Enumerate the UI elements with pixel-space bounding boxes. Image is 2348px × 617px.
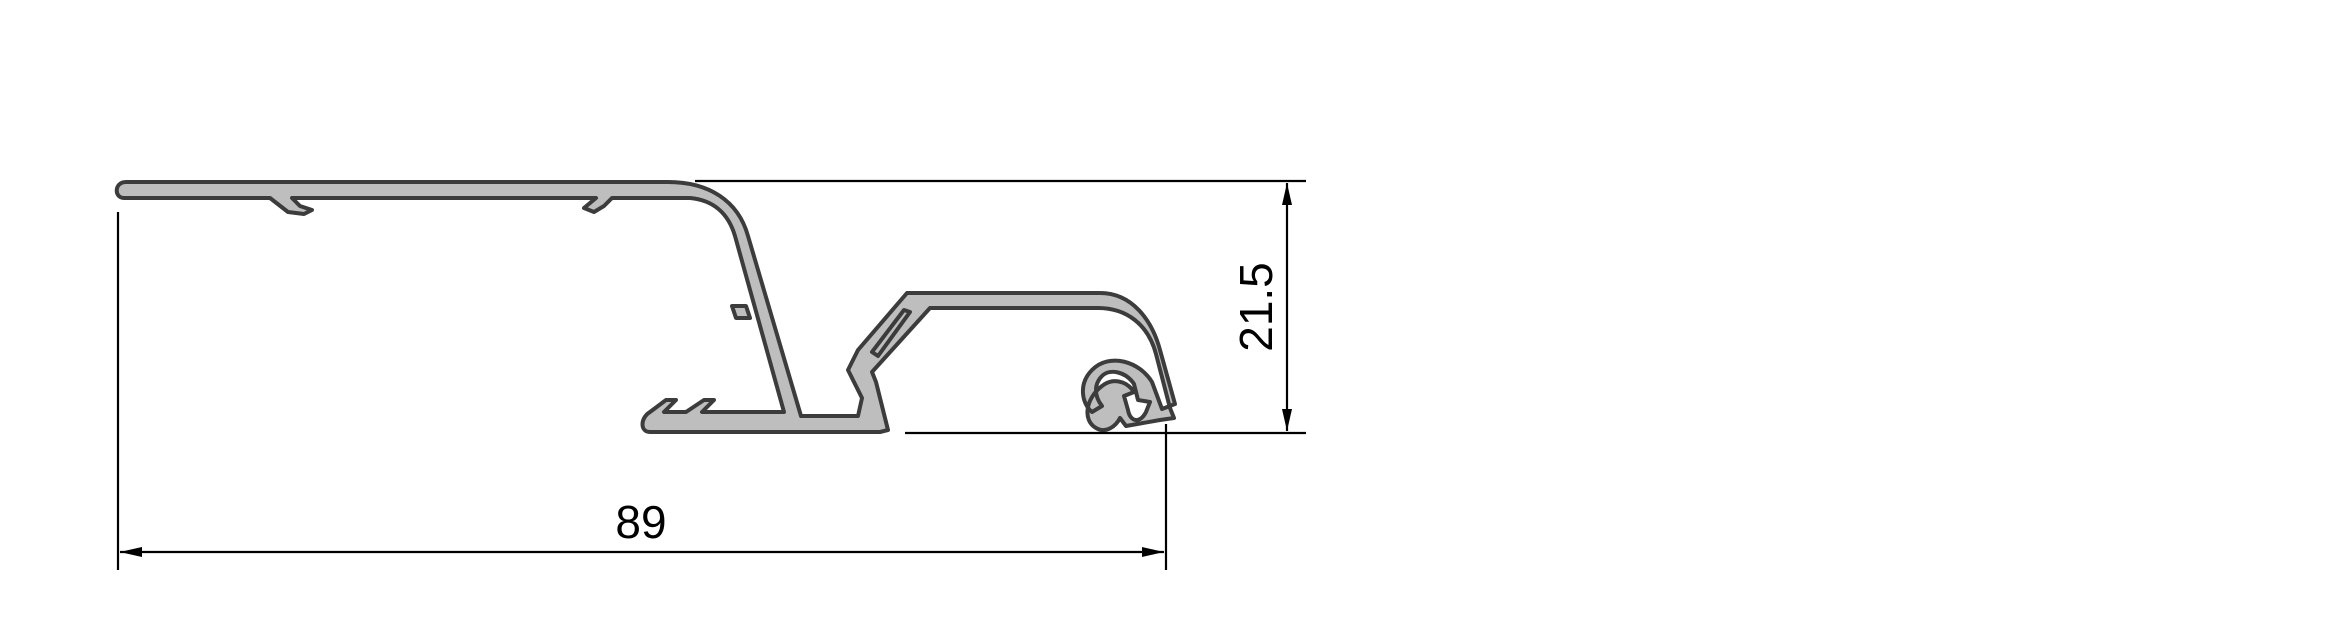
profile-cross-section bbox=[114, 180, 1177, 434]
width-dimension-label: 89 bbox=[615, 496, 666, 548]
height-arrow-top bbox=[1282, 183, 1292, 205]
height-dimension: 21.5 bbox=[695, 179, 1306, 435]
width-arrow-left bbox=[120, 547, 142, 557]
extrusion-profile bbox=[114, 180, 1177, 434]
height-dimension-label: 21.5 bbox=[1230, 262, 1282, 352]
width-arrow-right bbox=[1142, 547, 1164, 557]
profile-groove-detail bbox=[730, 304, 752, 320]
height-arrow-bottom bbox=[1282, 409, 1292, 431]
profile-inner-web bbox=[870, 308, 912, 358]
width-dimension: 89 bbox=[116, 212, 1168, 570]
